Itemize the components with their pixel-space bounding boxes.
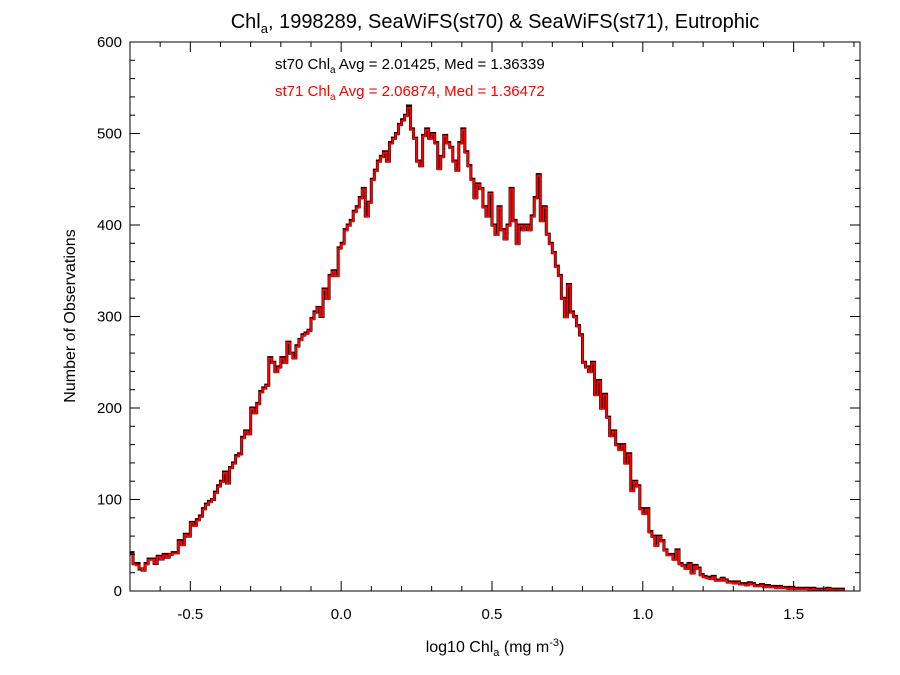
y-tick-label: 100 <box>97 492 122 509</box>
y-tick-label: 0 <box>114 583 122 600</box>
annotation-st70: st70 Chla Avg = 2.01425, Med = 1.36339 <box>275 56 545 76</box>
y-tick-label: 500 <box>97 126 122 143</box>
y-axis-label: Number of Observations <box>62 229 79 402</box>
series-layer <box>130 104 845 592</box>
y-tick-label: 200 <box>97 400 122 417</box>
x-tick-label: -0.5 <box>177 606 203 623</box>
x-tick-label: 1.5 <box>783 606 804 623</box>
y-tick-label: 300 <box>97 309 122 326</box>
ticks-layer: -0.5 0.0 0.5 1.0 1.5 0 100 200 300 400 500 600 <box>97 34 860 623</box>
annotation-st71: st71 Chla Avg = 2.06874, Med = 1.36472 <box>275 83 545 103</box>
y-tick-label: 400 <box>97 217 122 234</box>
series-st70 <box>130 104 845 591</box>
series-st71 <box>130 106 845 592</box>
plot-frame <box>129 41 861 592</box>
x-tick-label: 1.0 <box>632 606 653 623</box>
x-axis-label: log10 Chla (mg m-3) <box>426 637 565 659</box>
x-tick-label: 0.0 <box>331 606 352 623</box>
x-tick-label: 0.5 <box>482 606 503 623</box>
chart-title: Chla, 1998289, SeaWiFS(st70) & SeaWiFS(s… <box>231 11 760 36</box>
y-tick-label: 600 <box>97 34 122 51</box>
chart-title-subscript: a <box>261 21 269 36</box>
